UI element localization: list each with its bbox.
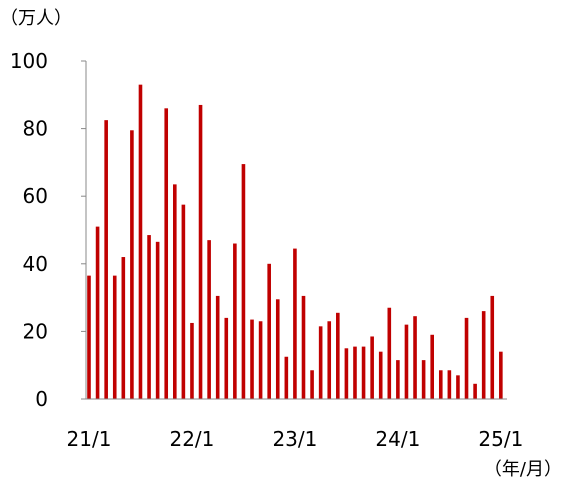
bar (387, 307, 392, 399)
y-unit-label: （万人） (0, 8, 72, 29)
y-tick-label: 20 (23, 319, 48, 343)
bar (275, 299, 280, 399)
bar (164, 108, 169, 399)
y-tick-label: 80 (23, 117, 48, 141)
bar (258, 321, 263, 399)
bar (344, 348, 349, 399)
bar (215, 295, 220, 399)
bar (464, 317, 469, 399)
bar (353, 346, 357, 399)
bar (413, 316, 417, 399)
bar (155, 241, 160, 399)
bar (198, 104, 203, 399)
bar (421, 360, 426, 399)
y-tick-label: 100 (10, 49, 48, 73)
bar (473, 383, 477, 399)
bar (104, 120, 108, 400)
x-tick-label: 21/1 (67, 427, 112, 451)
bar (173, 184, 177, 399)
x-tick-label: 22/1 (169, 427, 214, 451)
bar (181, 204, 186, 399)
bar (250, 319, 254, 399)
bar (361, 346, 366, 399)
bar (447, 370, 452, 399)
bar (336, 312, 340, 399)
bar (310, 370, 314, 399)
bar (456, 375, 460, 399)
bars (87, 84, 503, 400)
x-axis: 21/1 22/1 23/1 24/1 25/1 (67, 398, 523, 451)
bar (138, 84, 143, 399)
bar (241, 164, 246, 399)
y-axis: 0 20 40 60 80 100 (10, 49, 87, 411)
bar (190, 322, 194, 399)
bar (121, 257, 126, 399)
bar (147, 235, 151, 399)
bar (301, 295, 306, 399)
y-tick-label: 60 (23, 184, 48, 208)
x-tick-label: 24/1 (375, 427, 420, 451)
x-unit-label: （年/月） (484, 459, 562, 480)
bar (404, 324, 409, 399)
bar (327, 321, 332, 399)
bar (112, 275, 117, 399)
bar (207, 240, 211, 399)
bar (430, 334, 434, 399)
bar (378, 351, 383, 399)
bar (318, 326, 323, 399)
bar (284, 356, 289, 399)
bar (490, 295, 495, 399)
bar (95, 226, 100, 399)
bar (233, 243, 237, 399)
bar (293, 248, 297, 399)
y-tick-label: 0 (35, 387, 48, 411)
bar (438, 370, 443, 399)
bar (130, 130, 134, 400)
x-tick-label: 23/1 (272, 427, 317, 451)
x-tick-label: 25/1 (478, 427, 523, 451)
bar (370, 336, 374, 399)
bar (396, 360, 400, 399)
bar (267, 263, 271, 399)
bar (87, 275, 91, 399)
bar (224, 317, 229, 399)
bar (499, 351, 503, 399)
y-tick-label: 40 (23, 252, 48, 276)
bar (481, 311, 486, 399)
